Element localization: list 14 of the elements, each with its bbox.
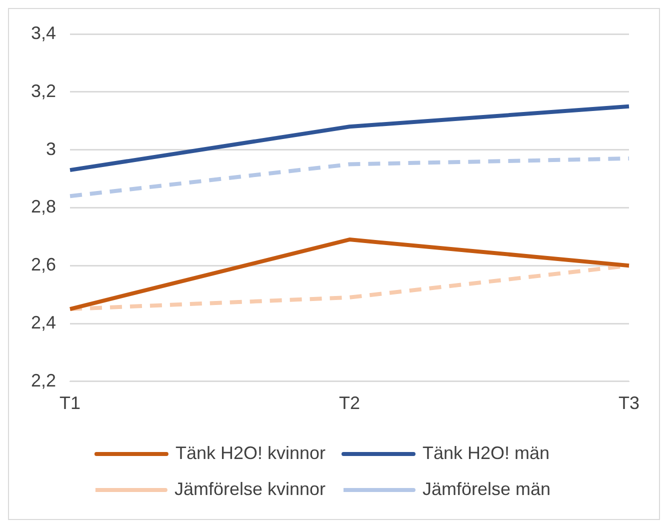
y-tick-label: 3 <box>46 138 56 159</box>
y-tick-label: 3,4 <box>30 22 56 43</box>
legend-label: Tänk H2O! kvinnor <box>175 442 326 463</box>
y-tick-label: 3,2 <box>30 80 56 101</box>
x-tick-label: T1 <box>60 393 81 414</box>
legend-label: Jämförelse kvinnor <box>174 478 326 499</box>
y-tick-label: 2,6 <box>30 254 56 275</box>
x-tick-label: T2 <box>339 393 360 414</box>
y-tick-label: 2,8 <box>30 196 56 217</box>
legend-label: Tänk H2O! män <box>422 442 550 463</box>
y-tick-label: 2,4 <box>30 312 56 332</box>
legend-label: Jämförelse män <box>422 478 551 499</box>
x-tick-label: T3 <box>618 393 640 414</box>
y-tick-label: 2,2 <box>30 370 56 390</box>
